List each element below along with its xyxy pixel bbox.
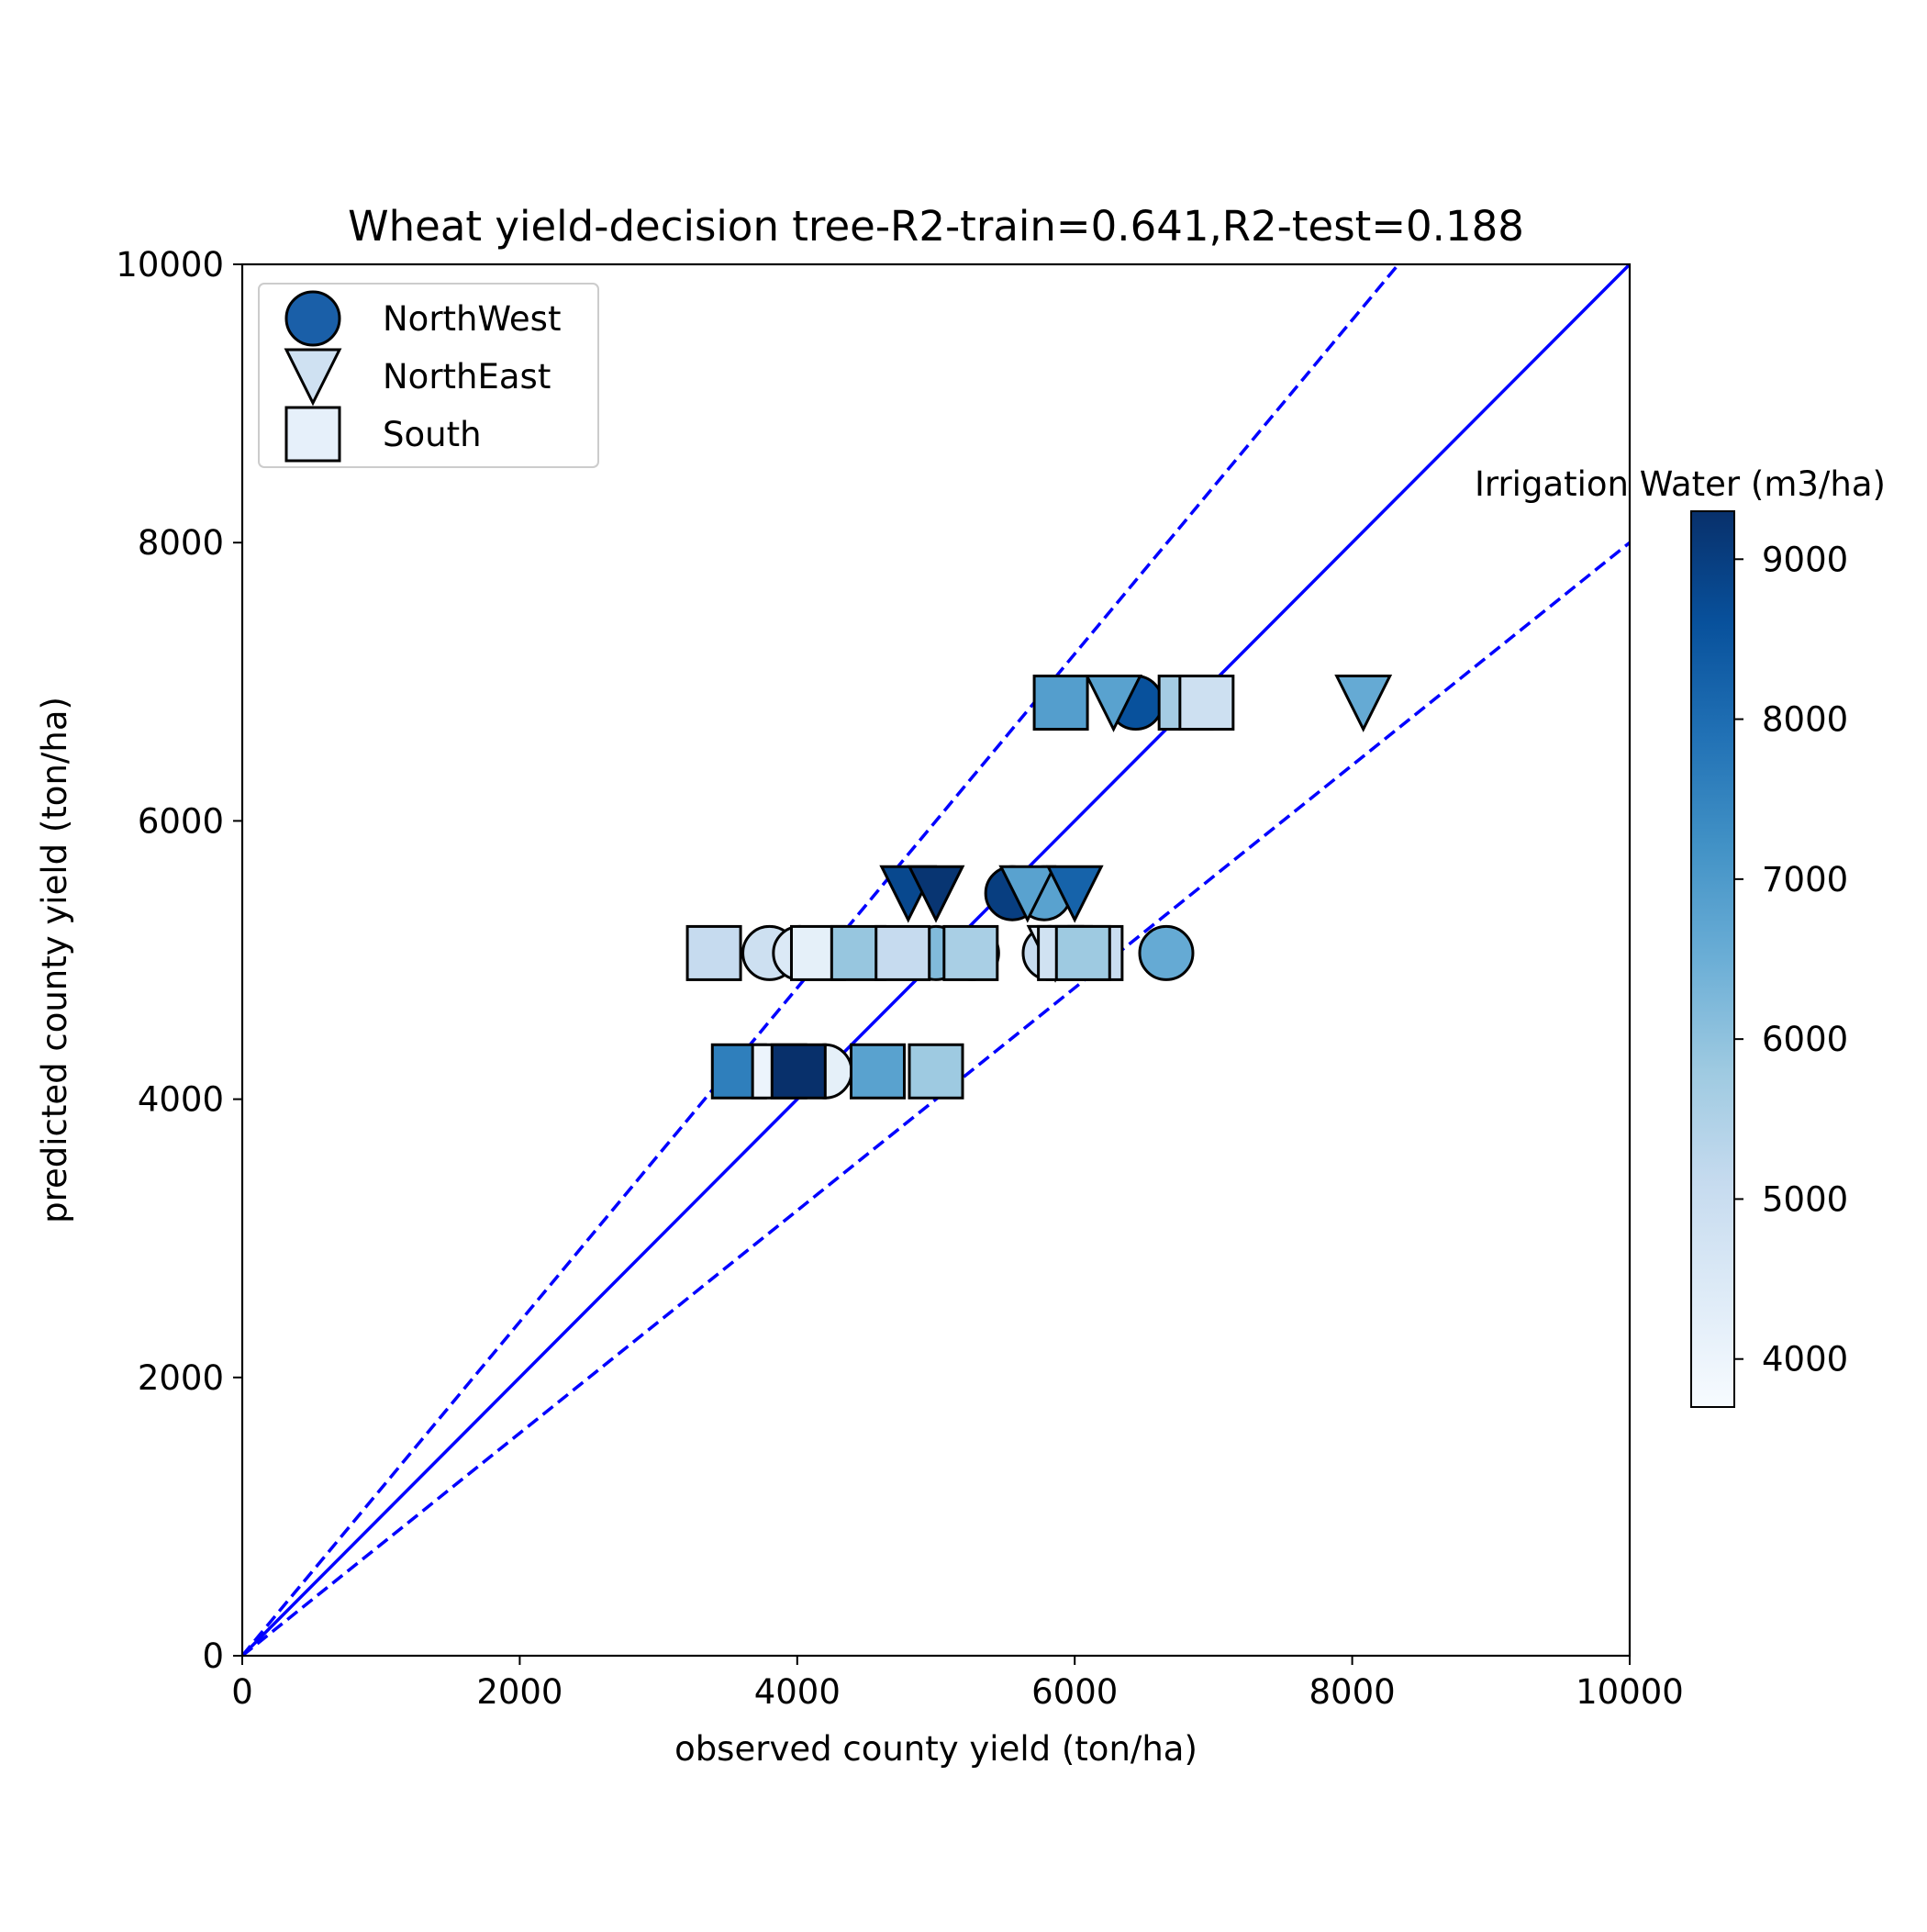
point-south (908, 1043, 964, 1100)
y-tick-label: 10000 (116, 245, 224, 285)
point-south (1054, 924, 1111, 981)
colorbar: Irrigation Water (m3/ha) 4000 5000 6000 700… (1475, 464, 1886, 1408)
y-tick-label: 4000 (138, 1080, 224, 1120)
x-axis-label: observed county yield (ton/ha) (674, 1729, 1197, 1769)
point-south (1178, 675, 1235, 731)
data-points (685, 675, 1393, 1100)
point-south (770, 1043, 827, 1100)
point-northwest (1138, 924, 1195, 981)
colorbar-tick-label: 9000 (1762, 540, 1848, 579)
legend-frame (258, 283, 599, 468)
y-axis-label: predicted county yield (ton/ha) (35, 697, 74, 1223)
y-tick-label: 0 (202, 1636, 224, 1676)
plot-frame (240, 262, 1632, 1658)
legend-marker-northwest (284, 290, 341, 347)
colorbar-label: Irrigation Water (m3/ha) (1475, 464, 1886, 504)
x-tick-label: 8000 (1309, 1672, 1396, 1712)
point-northeast (1045, 865, 1104, 923)
y-axis: 0 2000 4000 6000 8000 10000 (116, 245, 242, 1676)
point-northeast (1334, 675, 1393, 732)
legend-marker-northeast (284, 348, 342, 407)
legend-marker-south (284, 406, 341, 463)
colorbar-tick-label: 8000 (1762, 700, 1848, 740)
point-south (942, 924, 999, 981)
x-tick-label: 2000 (476, 1672, 563, 1712)
point-south (849, 1043, 906, 1100)
legend-label-northwest: NorthWest (383, 299, 561, 339)
x-axis: 0 2000 4000 6000 8000 10000 (231, 1656, 1684, 1712)
point-northeast (998, 865, 1057, 923)
y-tick-label: 8000 (138, 523, 224, 563)
chart-title: Wheat yield-decision tree-R2-train=0.641… (348, 202, 1524, 251)
x-tick-label: 10000 (1576, 1672, 1684, 1712)
point-south (685, 924, 742, 981)
colorbar-tick-label: 6000 (1762, 1020, 1848, 1059)
y-tick-label: 2000 (138, 1358, 224, 1398)
x-tick-label: 0 (231, 1672, 253, 1712)
colorbar-tick-label: 7000 (1762, 860, 1848, 899)
point-northeast (1085, 675, 1142, 732)
x-tick-label: 4000 (754, 1672, 841, 1712)
legend-label-northeast: NorthEast (383, 357, 551, 396)
y-tick-label: 6000 (138, 801, 224, 841)
point-northeast (907, 865, 965, 923)
colorbar-gradient (1690, 510, 1735, 1408)
reference-line-dashed-1 (242, 264, 1401, 1656)
legend-label-south: South (383, 415, 482, 454)
legend: NorthWest NorthEast South (258, 283, 599, 468)
colorbar-tick-label: 4000 (1762, 1340, 1848, 1379)
point-south (1032, 675, 1089, 731)
x-tick-label: 6000 (1031, 1672, 1118, 1712)
colorbar-tick-label: 5000 (1762, 1179, 1848, 1219)
point-south (874, 924, 931, 981)
